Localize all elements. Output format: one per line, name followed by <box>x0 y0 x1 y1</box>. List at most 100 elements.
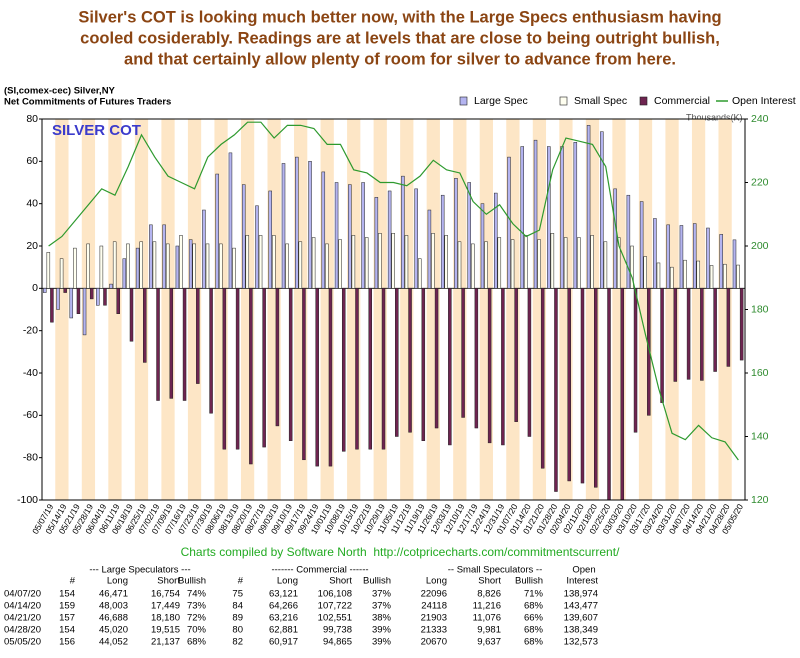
bar <box>421 288 426 441</box>
bar <box>563 237 568 289</box>
bar <box>116 288 120 314</box>
bar <box>69 288 74 319</box>
table-cell: 04/28/20 <box>4 625 41 636</box>
bar <box>401 175 405 289</box>
bar <box>480 203 485 289</box>
bar <box>126 243 130 289</box>
bar <box>474 288 479 429</box>
bar <box>215 173 219 289</box>
bar <box>165 243 170 289</box>
bar <box>567 288 571 482</box>
bar <box>311 237 316 289</box>
table-cell: 19,515 <box>151 625 180 636</box>
bar <box>368 288 372 450</box>
bar <box>487 288 492 444</box>
table-cell: 37% <box>372 589 392 600</box>
bar <box>713 288 717 372</box>
bar <box>736 264 740 289</box>
band <box>81 119 96 500</box>
y2-axis-label: Thousands(K) <box>686 112 743 122</box>
table-column-header: # <box>70 576 76 587</box>
bar <box>112 241 117 289</box>
bar <box>378 233 382 289</box>
bar <box>547 146 551 289</box>
table-cell: 157 <box>59 613 75 624</box>
bar <box>719 234 723 289</box>
bar <box>59 258 64 289</box>
bar <box>550 233 555 289</box>
y-tick-label: 80 <box>26 113 38 125</box>
bar <box>520 146 525 289</box>
bar <box>577 237 581 289</box>
bar <box>348 184 352 289</box>
table-cell: 64,266 <box>269 601 298 612</box>
bar <box>431 233 435 289</box>
bar <box>192 243 196 289</box>
table-cell: 24118 <box>421 601 447 612</box>
bar <box>497 237 502 289</box>
bar <box>537 239 541 289</box>
bar <box>633 288 638 433</box>
table-column-header: Short <box>478 576 501 587</box>
plot-area <box>41 118 746 501</box>
bar <box>143 288 147 363</box>
band <box>187 119 202 500</box>
y-tick-label: -80 <box>23 451 38 463</box>
bar <box>448 288 452 446</box>
table-cell: 75 <box>232 589 243 600</box>
bar <box>507 156 511 289</box>
bar <box>404 235 409 289</box>
line <box>48 121 739 461</box>
table-cell: 44,052 <box>99 637 128 648</box>
bar <box>696 260 701 289</box>
bar <box>288 288 293 441</box>
table-cell: 73% <box>187 601 207 612</box>
bar <box>709 265 714 289</box>
bar <box>325 243 329 289</box>
bar <box>554 288 558 492</box>
bar <box>620 288 625 500</box>
band <box>665 119 679 500</box>
band <box>718 119 732 500</box>
bar <box>692 223 697 289</box>
bar <box>417 258 422 289</box>
table-cell: 89 <box>232 613 243 624</box>
table-cell: 11,216 <box>473 601 501 612</box>
bar <box>129 288 134 342</box>
table-column-header: # <box>238 576 244 587</box>
table-cell: 05/05/20 <box>4 637 41 648</box>
table-cell: 22096 <box>421 589 447 600</box>
table-cell: 46,471 <box>99 589 128 600</box>
table-cell: 9,981 <box>477 625 501 636</box>
bar <box>209 288 213 414</box>
bar <box>341 288 346 452</box>
title-line: Silver's COT is looking much better now,… <box>78 8 721 26</box>
table-cell: 154 <box>59 625 75 636</box>
table-cell: 04/21/20 <box>4 613 41 624</box>
bar <box>249 288 253 465</box>
bar <box>590 235 594 289</box>
y2-tick-label: 160 <box>751 367 769 379</box>
bar <box>501 288 505 446</box>
bar <box>46 252 51 289</box>
bar <box>706 227 710 289</box>
bar <box>580 288 585 484</box>
table-cell: 37% <box>372 601 392 612</box>
bar <box>666 224 670 289</box>
bar <box>99 245 104 289</box>
bar <box>76 288 81 314</box>
bar <box>586 125 591 289</box>
bar <box>414 188 418 289</box>
bar <box>395 288 399 437</box>
table-cell: 21,137 <box>151 637 180 648</box>
table-cell: 11,076 <box>473 613 501 624</box>
table-cell: 138,349 <box>564 625 598 636</box>
y2-tick-label: 200 <box>751 240 769 252</box>
table-group-header: ------- Commercial ------ <box>271 565 368 576</box>
bar <box>281 163 286 289</box>
table-cell: 154 <box>59 589 75 600</box>
y-tick-label: -60 <box>23 409 38 421</box>
bar <box>374 197 379 289</box>
bar <box>272 235 276 289</box>
bar <box>656 262 661 289</box>
